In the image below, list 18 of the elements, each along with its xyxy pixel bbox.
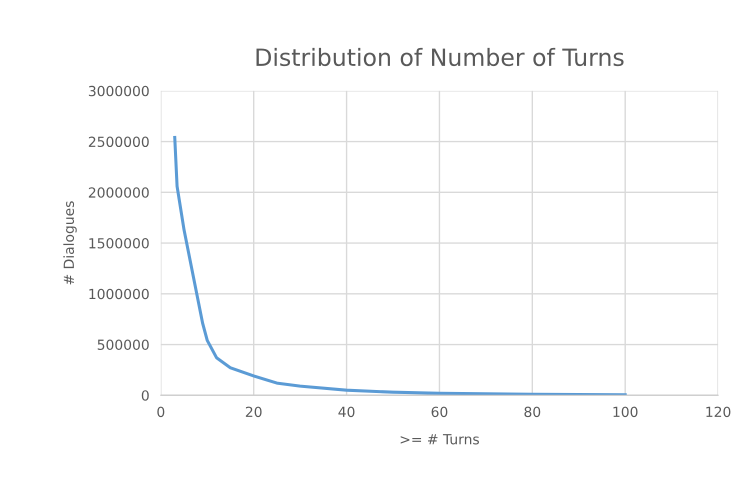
x-tick-label: 120: [706, 406, 730, 418]
x-tick-label: 0: [157, 406, 164, 418]
x-tick-label: 100: [613, 406, 638, 418]
x-tick-label: 40: [338, 406, 354, 418]
y-tick-label: 3000000: [88, 86, 149, 96]
y-tick-label: 500000: [98, 339, 149, 350]
y-tick-label: 1000000: [89, 288, 149, 300]
x-tick-label: 20: [246, 406, 262, 418]
chart-title: Distribution of Number of Turns: [256, 48, 624, 66]
x-tick-label: 60: [432, 406, 448, 418]
y-tick-label: 1500000: [89, 238, 149, 249]
y-tick-label: 2500000: [88, 136, 149, 148]
y-axis-title: # Dialogues: [63, 201, 77, 284]
y-tick-label: 2000000: [88, 187, 149, 198]
line-series: [173, 136, 627, 396]
x-tick-label: 80: [524, 406, 540, 418]
y-tick-label: 0: [142, 390, 149, 401]
x-axis-title: >= # Turns: [400, 434, 479, 444]
